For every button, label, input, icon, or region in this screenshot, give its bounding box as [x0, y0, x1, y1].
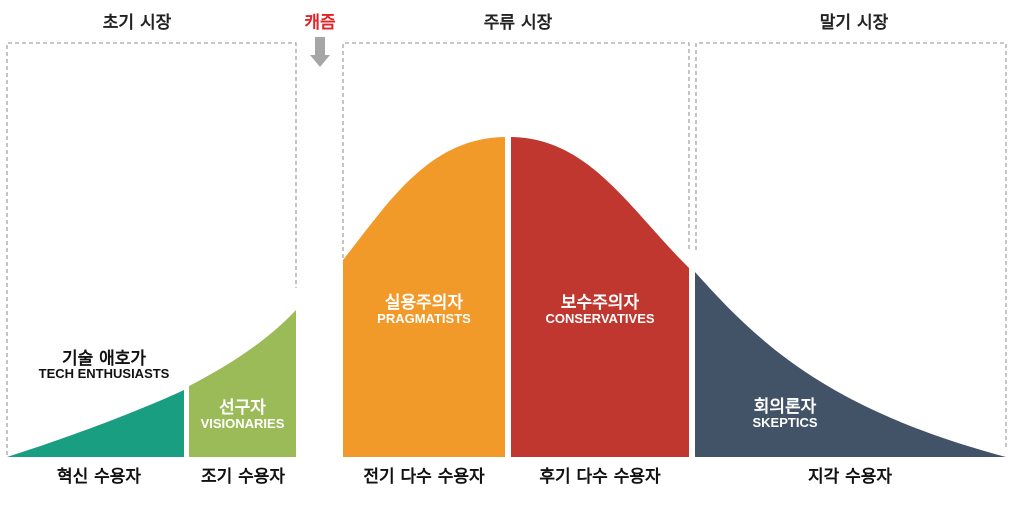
early-adopters-persona-ko: 선구자 — [219, 398, 266, 418]
innovators-group-label: 혁신 수용자 — [56, 467, 142, 487]
early-adopters-group-label: 조기 수용자 — [200, 467, 286, 487]
laggards-group-label: 지각 수용자 — [807, 467, 893, 487]
early-market-box — [6, 42, 297, 455]
chasm-label: 캐즘 — [304, 13, 336, 33]
late-majority-segment — [511, 137, 689, 457]
late-majority-group-label: 후기 다수 수용자 — [539, 467, 661, 487]
laggards-persona-en: SKEPTICS — [752, 415, 818, 430]
laggards-segment — [695, 272, 1006, 457]
early-majority-group-label: 전기 다수 수용자 — [363, 467, 485, 487]
innovators-persona-en: TECH ENTHUSIASTS — [38, 366, 170, 381]
mainstream-market-box — [342, 42, 690, 258]
early-majority-persona-ko: 실용주의자 — [384, 293, 464, 313]
innovators-persona-ko: 기술 애호가 — [61, 349, 147, 369]
chasm-arrow-icon — [310, 37, 330, 67]
laggards-persona-ko: 회의론자 — [753, 397, 817, 417]
late-market-label: 말기 시장 — [819, 13, 889, 33]
early-adopters-persona-en: VISIONARIES — [200, 416, 285, 431]
late-majority-persona-ko: 보수주의자 — [560, 293, 640, 313]
late-majority-persona-en: CONSERVATIVES — [545, 311, 655, 326]
early-market-label: 초기 시장 — [102, 13, 172, 33]
mainstream-market-label: 주류 시장 — [483, 13, 553, 33]
early-majority-persona-en: PRAGMATISTS — [377, 311, 471, 326]
early-majority-segment — [343, 137, 505, 457]
early-adopters-segment — [189, 310, 296, 457]
innovators-segment — [7, 390, 184, 457]
